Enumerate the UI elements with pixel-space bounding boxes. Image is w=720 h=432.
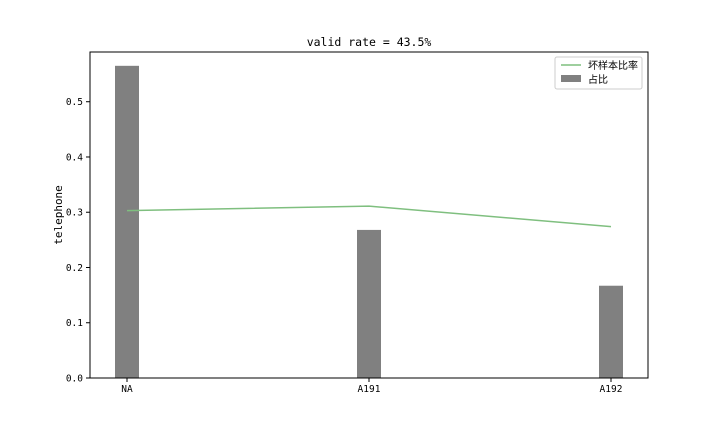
chart-title: valid rate = 43.5% [307, 35, 432, 49]
plot-area: 0.0 0.1 0.2 0.3 0.4 0.5 NA A191 A192 [66, 65, 623, 395]
bar-A191 [357, 229, 381, 378]
y-axis-label: telephone [52, 185, 65, 245]
y-tick-label: 0.1 [66, 318, 83, 329]
legend-bar-label: 占比 [588, 73, 608, 86]
y-tick-label: 0.5 [66, 97, 83, 108]
y-tick-label: 0.0 [66, 374, 83, 385]
bar-NA [115, 65, 139, 378]
axes-frame [89, 51, 649, 379]
y-tick-label: 0.3 [66, 208, 83, 219]
legend: 坏样本比率 占比 [554, 56, 643, 90]
y-tick-label: 0.2 [66, 263, 83, 274]
x-tick-label: A192 [600, 384, 623, 395]
legend-bar-swatch [561, 75, 581, 82]
x-tick-label: NA [121, 384, 133, 395]
series-line [126, 205, 612, 228]
y-tick-label: 0.4 [66, 152, 83, 163]
x-tick-label: A191 [358, 384, 381, 395]
bar-A192 [599, 285, 623, 378]
legend-line-label: 坏样本比率 [588, 59, 638, 72]
